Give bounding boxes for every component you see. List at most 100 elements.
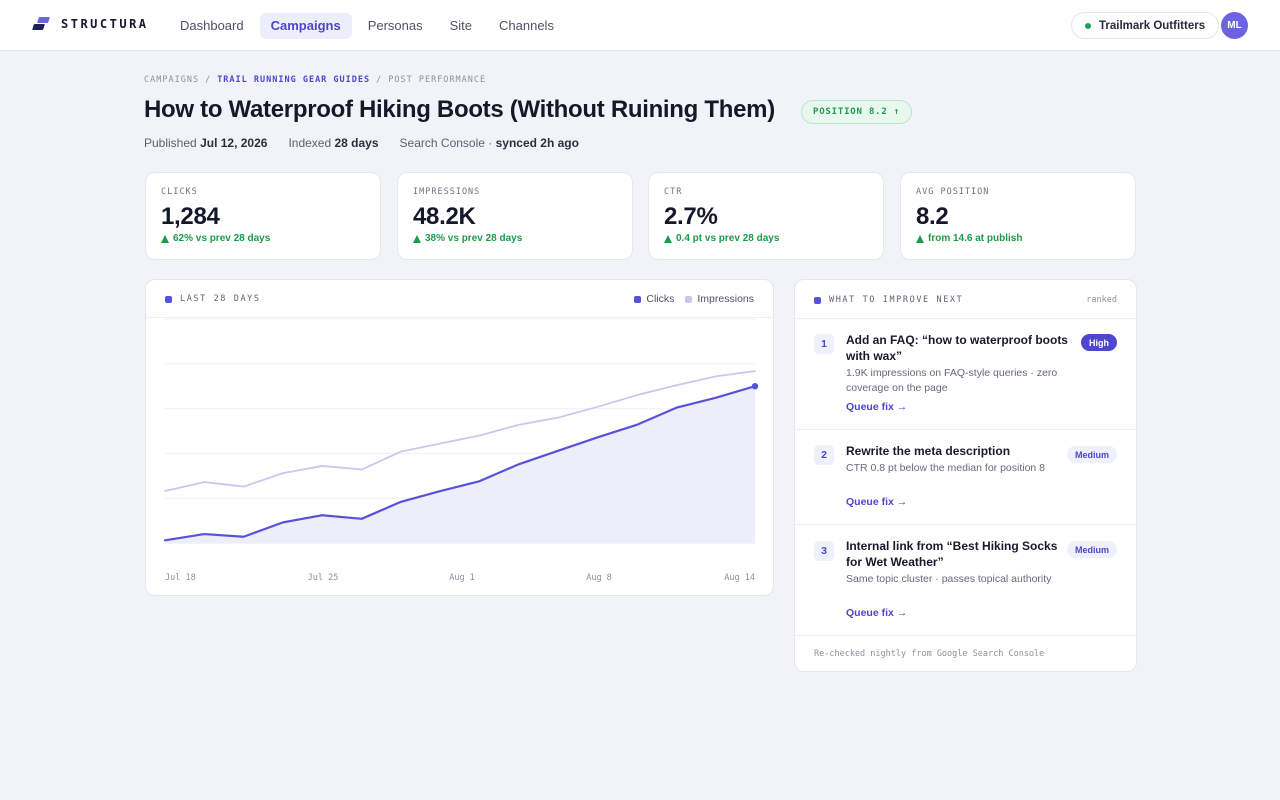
stat-card-impressions: IMPRESSIONS 48.2K 38% vs prev 28 days [397, 172, 633, 260]
item-title: Internal link from “Best Hiking Socks fo… [846, 539, 1058, 569]
brand-logo[interactable]: STRUCTURA [32, 17, 149, 31]
stat-delta-text: 38% vs prev 28 days [425, 233, 523, 244]
nav-item-channels[interactable]: Channels [499, 18, 554, 33]
ranked-label: ranked [1086, 295, 1117, 305]
chart-title: LAST 28 DAYS [165, 294, 261, 304]
improve-header: WHAT TO IMPROVE NEXT ranked [795, 280, 1136, 319]
position-badge: POSITION 8.2 ↑ [801, 100, 913, 124]
item-title: Rewrite the meta description [846, 444, 1011, 458]
square-bullet-icon [165, 295, 172, 303]
x-tick-label: Aug 14 [724, 573, 755, 583]
stat-label: IMPRESSIONS [413, 187, 481, 197]
nav-item-campaigns[interactable]: Campaigns [259, 13, 352, 39]
trend-up-icon [916, 234, 924, 243]
trend-up-icon [161, 234, 169, 243]
stat-delta-text: 62% vs prev 28 days [173, 233, 271, 244]
nav-item-personas[interactable]: Personas [367, 18, 423, 33]
item-number: 3 [814, 541, 834, 561]
series-line-impressions [164, 370, 756, 492]
improve-title-text: WHAT TO IMPROVE NEXT [829, 295, 964, 305]
chart-title-text: LAST 28 DAYS [180, 294, 261, 304]
published-date: Jul 12, 2026 [200, 136, 268, 150]
avatar[interactable]: ML [1221, 12, 1248, 39]
improve-item: 1 Add an FAQ: “how to waterproof boots w… [795, 319, 1136, 430]
breadcrumb-campaigns[interactable]: CAMPAIGNS [144, 75, 200, 85]
item-description: Same topic cluster · passes topical auth… [846, 573, 1052, 585]
improve-footer: Re-checked nightly from Google Search Co… [814, 649, 1045, 659]
series-line-clicks [163, 385, 757, 542]
x-tick-label: Jul 25 [308, 573, 339, 583]
published-label: Published [144, 136, 197, 150]
queue-fix-link[interactable]: Queue fix → [846, 496, 908, 508]
post-meta: Published Jul 12, 2026 Indexed 28 days S… [144, 136, 579, 150]
stat-delta-text: from 14.6 at publish [928, 233, 1023, 244]
clicks-end-point [751, 383, 759, 390]
x-tick-label: Aug 8 [586, 573, 612, 583]
priority-badge: Medium [1066, 446, 1117, 463]
chart-header: LAST 28 DAYS Clicks Impressions [146, 280, 773, 318]
stat-card-avg-position: AVG POSITION 8.2 from 14.6 at publish [900, 172, 1136, 260]
stat-label: CLICKS [161, 187, 198, 197]
x-tick-label: Aug 1 [449, 573, 475, 583]
item-number: 1 [814, 334, 834, 354]
sync-status: synced 2h ago [495, 136, 579, 150]
breadcrumb: CAMPAIGNS / TRAIL RUNNING GEAR GUIDES / … [144, 75, 486, 85]
breadcrumb-separator: / [205, 75, 212, 85]
improve-panel: WHAT TO IMPROVE NEXT ranked 1 Add an FAQ… [794, 279, 1137, 672]
legend-item-impressions[interactable]: Impressions [685, 293, 754, 305]
page-title: How to Waterproof Hiking Boots (Without … [144, 96, 775, 123]
priority-badge: High [1081, 334, 1117, 351]
legend-label: Clicks [646, 293, 675, 305]
item-number: 2 [814, 445, 834, 465]
stat-label: CTR [664, 187, 683, 197]
improve-item: 3 Internal link from “Best Hiking Socks … [795, 525, 1136, 636]
performance-chart-card: Jul 18 Jul 25 Aug 1 Aug 8 Aug 14 LAST 28 DAY… [145, 279, 774, 596]
item-title: Add an FAQ: “how to waterproof boots wit… [846, 333, 1068, 363]
priority-badge: Medium [1066, 541, 1117, 558]
workspace-name: Trailmark Outfitters [1099, 19, 1206, 32]
legend-item-clicks[interactable]: Clicks [634, 293, 674, 305]
queue-fix-link[interactable]: Queue fix → [846, 401, 908, 413]
legend-swatch-icon [685, 295, 693, 303]
legend-label: Impressions [697, 293, 754, 305]
improve-item: 2 Rewrite the meta description Medium CT… [795, 430, 1136, 525]
stat-value: 1,284 [161, 203, 220, 230]
clicks-area-fill [165, 386, 755, 543]
stat-delta: 0.4 pt vs prev 28 days [664, 233, 868, 244]
status-dot-icon [1085, 22, 1091, 29]
stat-value: 2.7% [664, 203, 718, 230]
nav-item-site[interactable]: Site [449, 18, 473, 33]
square-bullet-icon [814, 296, 821, 304]
brand-name: STRUCTURA [61, 17, 149, 31]
stat-value: 48.2K [413, 203, 476, 230]
improve-title: WHAT TO IMPROVE NEXT [814, 295, 963, 305]
chart-legend: Clicks Impressions [623, 293, 754, 305]
main-nav: Dashboard Campaigns Personas Site Channe… [169, 13, 570, 39]
performance-chart: Jul 18 Jul 25 Aug 1 Aug 8 Aug 14 [163, 318, 759, 583]
item-description: CTR 0.8 pt below the median for position… [846, 462, 1046, 474]
stat-delta: 62% vs prev 28 days [161, 233, 365, 244]
workspace-switcher[interactable]: Trailmark Outfitters [1071, 12, 1220, 39]
stat-value: 8.2 [916, 203, 949, 230]
indexed-value: 28 days [334, 136, 379, 150]
trend-up-icon [413, 234, 421, 243]
top-nav-bar: STRUCTURA Dashboard Campaigns Personas S… [0, 0, 1280, 51]
logo-icon [32, 17, 50, 31]
indexed-label: Indexed [288, 136, 332, 150]
stat-label: AVG POSITION [916, 187, 990, 197]
trend-up-icon [664, 234, 672, 243]
stat-delta: from 14.6 at publish [916, 233, 1120, 244]
stat-delta: 38% vs prev 28 days [413, 233, 617, 244]
legend-swatch-icon [634, 295, 642, 303]
stat-delta-text: 0.4 pt vs prev 28 days [676, 233, 780, 244]
stat-card-ctr: CTR 2.7% 0.4 pt vs prev 28 days [648, 172, 884, 260]
x-tick-label: Jul 18 [165, 573, 196, 583]
source-label: Search Console · [399, 136, 493, 150]
breadcrumb-separator: / [376, 75, 383, 85]
breadcrumb-current: POST PERFORMANCE [388, 75, 487, 85]
item-description: 1.9K impressions on FAQ-style queries · … [846, 367, 1058, 394]
queue-fix-link[interactable]: Queue fix → [846, 607, 908, 619]
breadcrumb-campaign[interactable]: TRAIL RUNNING GEAR GUIDES [217, 75, 371, 85]
nav-item-dashboard[interactable]: Dashboard [180, 18, 244, 33]
stat-card-clicks: CLICKS 1,284 62% vs prev 28 days [145, 172, 381, 260]
